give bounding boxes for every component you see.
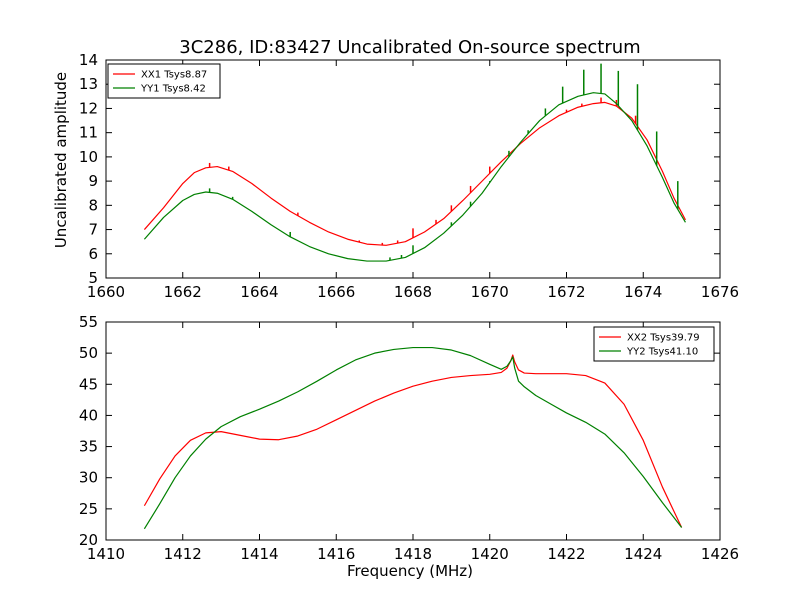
chart-title: 3C286, ID:83427 Uncalibrated On-source s…: [179, 37, 640, 58]
y-tick-label-1-6: 50: [79, 344, 98, 362]
top-plot-area: 1660 1662 1664 1666 1668 1670 1672 1674 1676 5 6 7 8…: [79, 51, 739, 301]
y-tick-label-0-6: 11: [79, 124, 98, 142]
x-tick-label-0-0: 1660: [87, 283, 125, 301]
y-tick-label-1-7: 55: [79, 313, 98, 331]
x-tick-label-0-8: 1676: [701, 283, 739, 301]
legend-label-1-0: XX2 Tsys39.79: [627, 333, 700, 344]
y-tick-label-1-3: 35: [79, 438, 98, 456]
series-line-1-0: [143, 354, 683, 528]
y-tick-label-0-7: 12: [79, 99, 98, 117]
y-tick-label-0-8: 13: [79, 75, 98, 93]
y-tick-label-0-4: 9: [88, 172, 98, 190]
y-tick-label-1-0: 20: [79, 531, 98, 549]
y-tick-label-1-2: 30: [79, 469, 98, 487]
legend-1: XX2 Tsys39.79 YY2 Tsys41.10: [593, 326, 715, 362]
series-line-0-1: [143, 92, 686, 262]
x-tick-label-1-3: 1416: [317, 545, 355, 563]
x-tick-label-0-7: 1674: [624, 283, 662, 301]
x-tick-label-1-7: 1424: [624, 545, 662, 563]
series-line-0-0: [143, 101, 686, 246]
x-tick-label-0-2: 1664: [240, 283, 278, 301]
x-tick-label-1-2: 1414: [240, 545, 278, 563]
x-tick-label-1-6: 1422: [547, 545, 585, 563]
legend-label-0-0: XX1 Tsys8.87: [141, 70, 207, 81]
x-tick-label-0-3: 1666: [317, 283, 355, 301]
series-line-1-1: [143, 346, 683, 530]
x-tick-label-0-4: 1668: [394, 283, 432, 301]
x-axis-label-bottom: Frequency (MHz): [347, 562, 473, 580]
x-tick-label-1-1: 1412: [164, 545, 202, 563]
x-tick-label-1-4: 1418: [394, 545, 432, 563]
x-tick-label-1-8: 1426: [701, 545, 739, 563]
y-tick-label-0-0: 5: [88, 269, 98, 287]
y-tick-label-1-1: 25: [79, 500, 98, 518]
x-tick-label-1-5: 1420: [471, 545, 509, 563]
legend-box-1: [593, 326, 715, 362]
x-tick-label-0-1: 1662: [164, 283, 202, 301]
x-tick-label-0-6: 1672: [547, 283, 585, 301]
legend-box-0: [107, 63, 221, 99]
y-tick-label-0-9: 14: [79, 51, 98, 69]
legend-label-1-1: YY2 Tsys41.10: [626, 347, 698, 358]
legend-0: XX1 Tsys8.87 YY1 Tsys8.42: [107, 63, 221, 99]
bottom-plot-area: 1410 1412 1414 1416 1418 1420 1422 1424 1426 20 25…: [79, 313, 739, 563]
legend-label-0-1: YY1 Tsys8.42: [140, 84, 206, 95]
x-tick-label-1-0: 1410: [87, 545, 125, 563]
y-tick-label-0-3: 8: [88, 196, 98, 214]
y-tick-label-0-1: 6: [88, 245, 98, 263]
y-tick-label-1-4: 40: [79, 406, 98, 424]
y-tick-label-0-5: 10: [79, 148, 98, 166]
y-tick-label-0-2: 7: [88, 221, 98, 239]
y-axis-label-top: Uncalibrated amplitude: [52, 72, 70, 248]
y-tick-label-1-5: 45: [79, 375, 98, 393]
x-tick-label-0-5: 1670: [471, 283, 509, 301]
